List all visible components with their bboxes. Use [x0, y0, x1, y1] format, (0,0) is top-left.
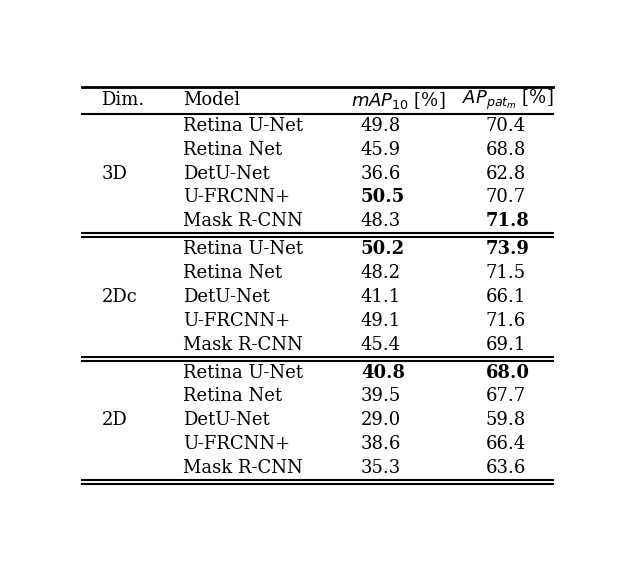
Text: 62.8: 62.8: [486, 165, 526, 183]
Text: 68.0: 68.0: [486, 363, 530, 382]
Text: 71.5: 71.5: [486, 264, 526, 282]
Text: 39.5: 39.5: [361, 387, 401, 405]
Text: 38.6: 38.6: [361, 435, 401, 453]
Text: DetU-Net: DetU-Net: [184, 411, 270, 429]
Text: 45.4: 45.4: [361, 336, 401, 354]
Text: Mask R-CNN: Mask R-CNN: [184, 459, 303, 477]
Text: 49.8: 49.8: [361, 117, 401, 135]
Text: 48.2: 48.2: [361, 264, 401, 282]
Text: 59.8: 59.8: [486, 411, 526, 429]
Text: 70.7: 70.7: [486, 188, 526, 207]
Text: Mask R-CNN: Mask R-CNN: [184, 336, 303, 354]
Text: 66.1: 66.1: [486, 288, 526, 306]
Text: 48.3: 48.3: [361, 212, 401, 230]
Text: 71.6: 71.6: [486, 312, 526, 330]
Text: 49.1: 49.1: [361, 312, 401, 330]
Text: Retina U-Net: Retina U-Net: [184, 117, 303, 135]
Text: $AP_{pat_m}$ [%]: $AP_{pat_m}$ [%]: [462, 88, 553, 113]
Text: 29.0: 29.0: [361, 411, 401, 429]
Text: Retina Net: Retina Net: [184, 387, 282, 405]
Text: U-FRCNN+: U-FRCNN+: [184, 435, 290, 453]
Text: Model: Model: [184, 91, 241, 109]
Text: 2Dc: 2Dc: [102, 288, 138, 306]
Text: 3D: 3D: [102, 165, 127, 183]
Text: U-FRCNN+: U-FRCNN+: [184, 188, 290, 207]
Text: DetU-Net: DetU-Net: [184, 288, 270, 306]
Text: 63.6: 63.6: [486, 459, 526, 477]
Text: Dim.: Dim.: [102, 91, 145, 109]
Text: 70.4: 70.4: [486, 117, 526, 135]
Text: Retina Net: Retina Net: [184, 141, 282, 159]
Text: Retina Net: Retina Net: [184, 264, 282, 282]
Text: 45.9: 45.9: [361, 141, 401, 159]
Text: 50.2: 50.2: [361, 240, 405, 258]
Text: 69.1: 69.1: [486, 336, 526, 354]
Text: 40.8: 40.8: [361, 363, 405, 382]
Text: Retina U-Net: Retina U-Net: [184, 240, 303, 258]
Text: U-FRCNN+: U-FRCNN+: [184, 312, 290, 330]
Text: 66.4: 66.4: [486, 435, 526, 453]
Text: Retina U-Net: Retina U-Net: [184, 363, 303, 382]
Text: 71.8: 71.8: [486, 212, 530, 230]
Text: Mask R-CNN: Mask R-CNN: [184, 212, 303, 230]
Text: 73.9: 73.9: [486, 240, 530, 258]
Text: 36.6: 36.6: [361, 165, 401, 183]
Text: 35.3: 35.3: [361, 459, 401, 477]
Text: 2D: 2D: [102, 411, 127, 429]
Text: DetU-Net: DetU-Net: [184, 165, 270, 183]
Text: 41.1: 41.1: [361, 288, 401, 306]
Text: $mAP_{10}$ [%]: $mAP_{10}$ [%]: [352, 90, 446, 111]
Text: 50.5: 50.5: [361, 188, 405, 207]
Text: 67.7: 67.7: [486, 387, 526, 405]
Text: 68.8: 68.8: [486, 141, 526, 159]
